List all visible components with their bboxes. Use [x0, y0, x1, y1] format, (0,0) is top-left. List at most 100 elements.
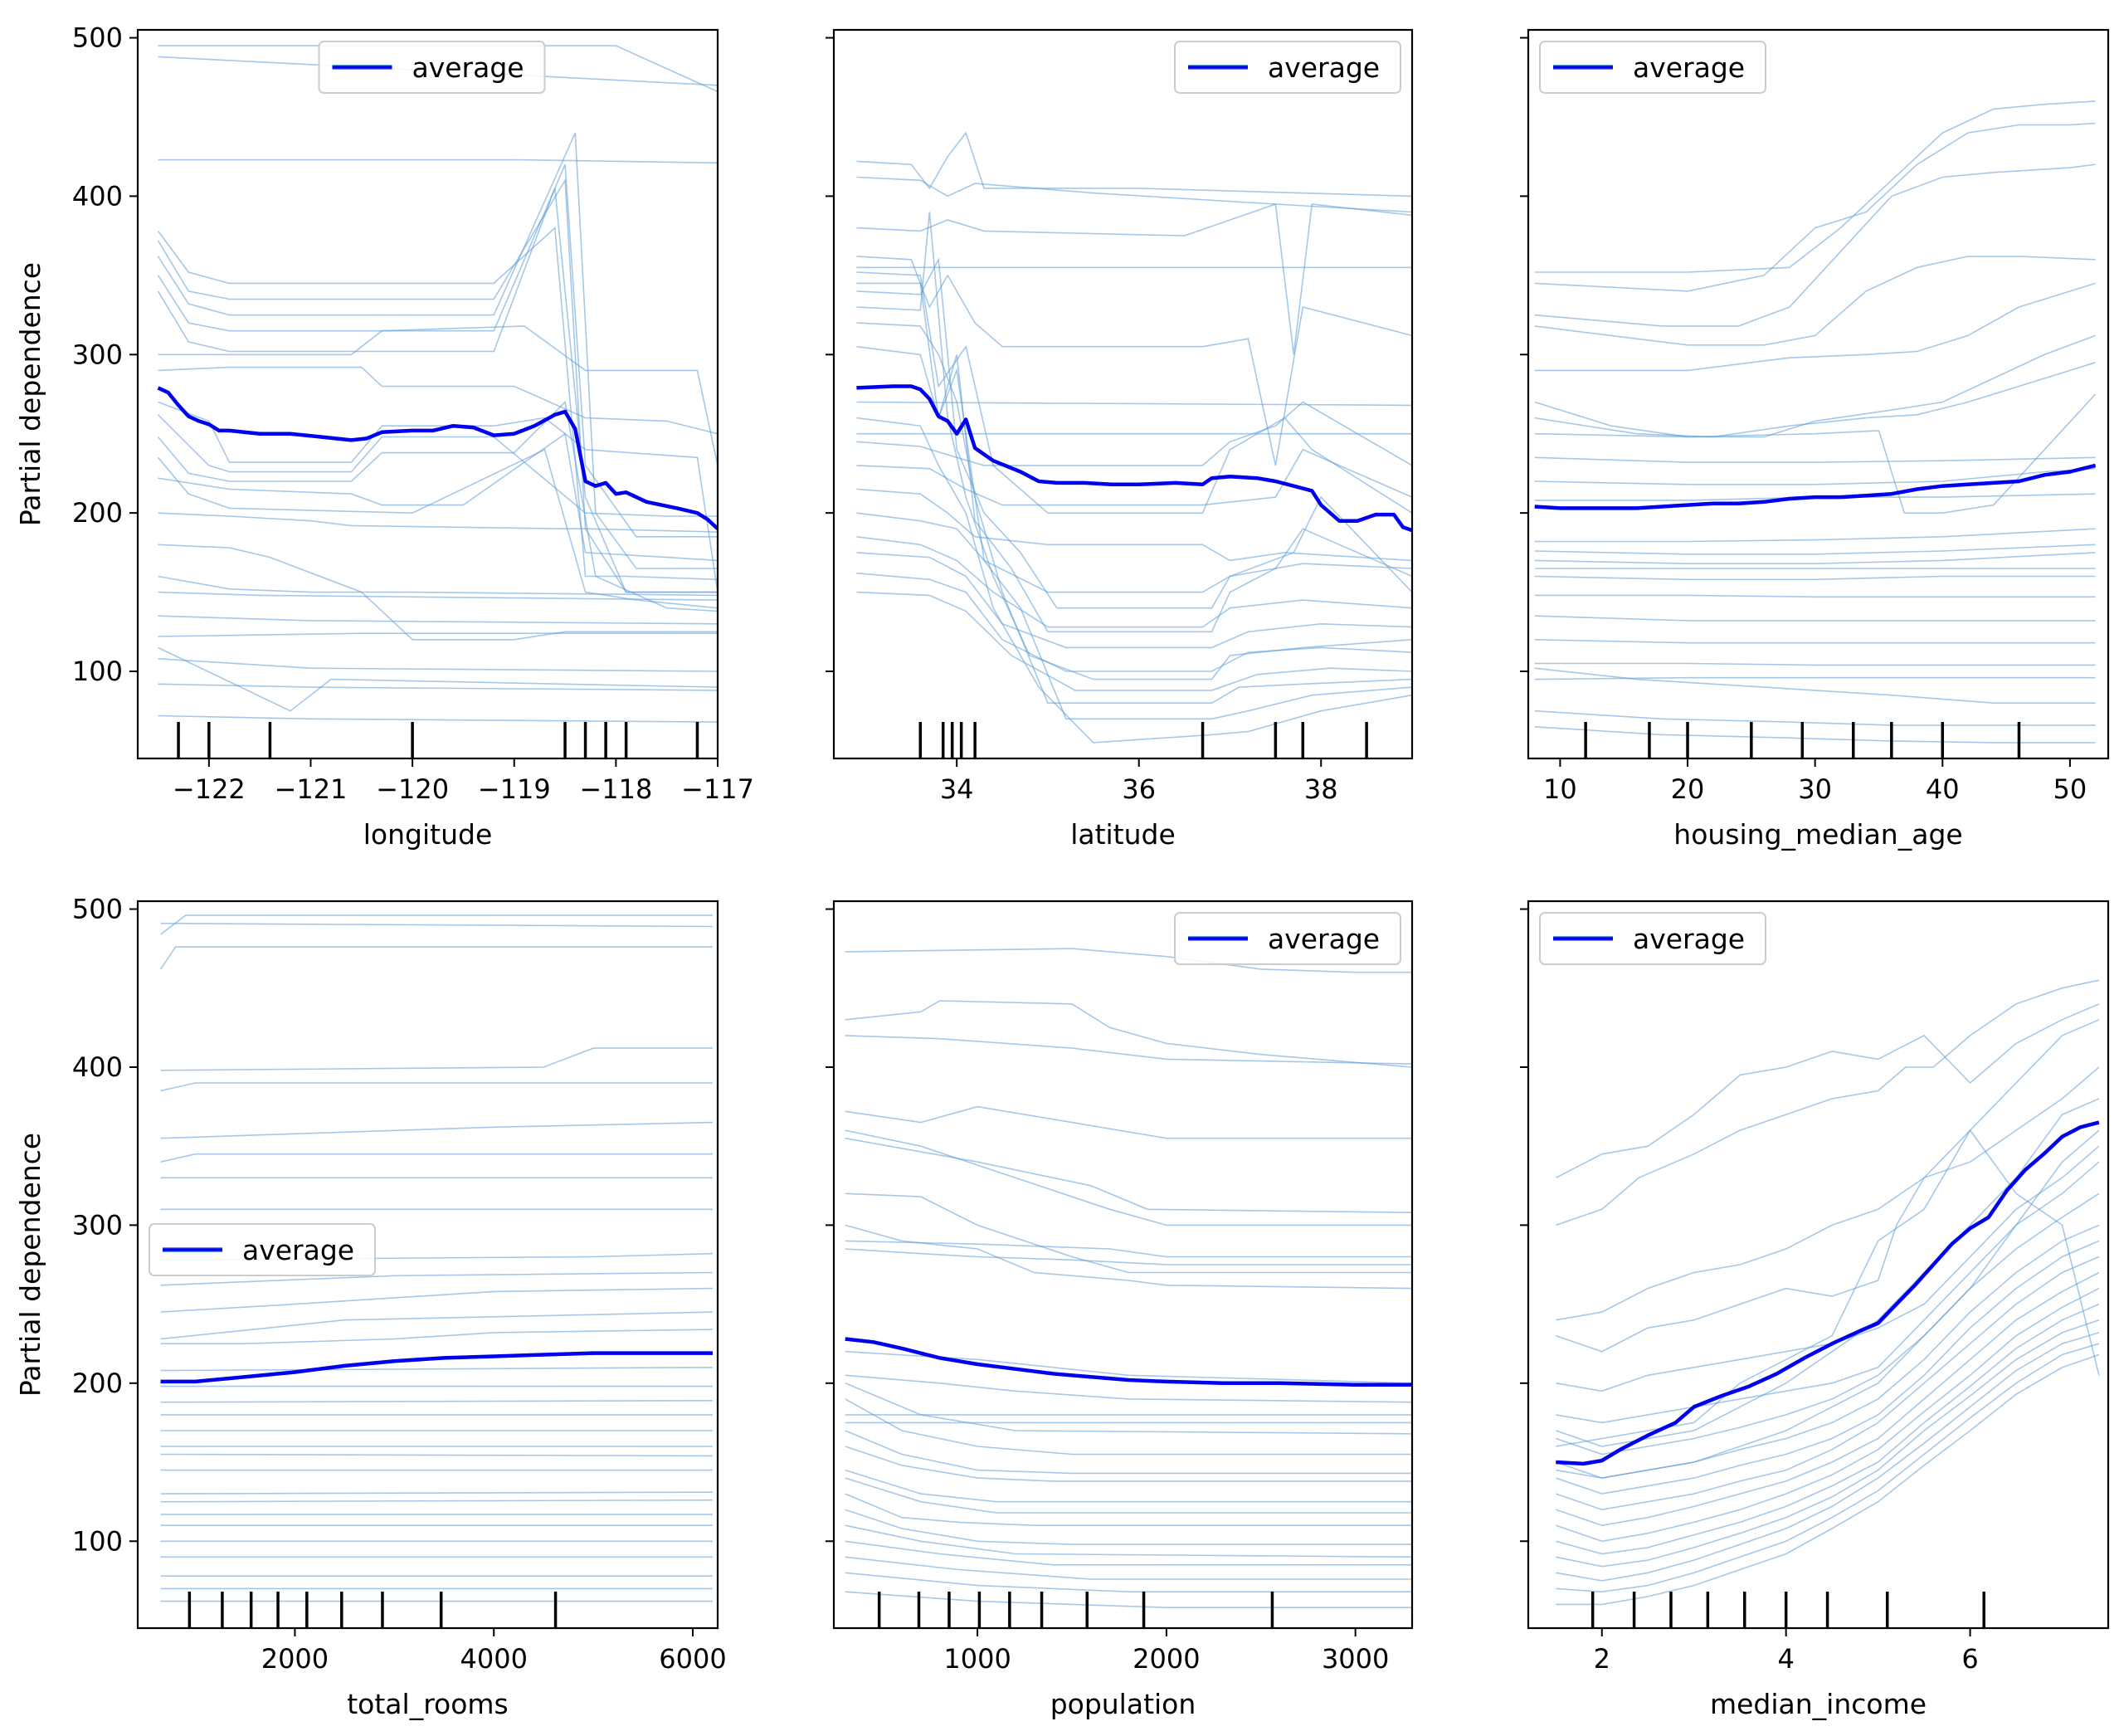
legend-box [149, 1223, 376, 1276]
x-axis-label: population [1050, 1688, 1196, 1720]
x-tick-label: 2000 [1133, 1643, 1200, 1675]
ice-curve [160, 1121, 714, 1139]
ice-curve [1534, 100, 2096, 273]
ice-curve [158, 591, 718, 601]
x-tick-label: 10 [1543, 773, 1577, 805]
ice-curve [160, 1082, 713, 1092]
ice-curve [845, 1556, 1412, 1580]
ice-curve [845, 1374, 1412, 1403]
legend: average [1174, 912, 1401, 965]
ice-curve [1556, 1287, 2100, 1543]
ice-curve [1534, 676, 2096, 680]
axes-frame [1527, 900, 2110, 1630]
ice-curve [1534, 528, 2096, 543]
ice-curve [845, 1477, 1412, 1514]
ice-curve [1534, 639, 2096, 644]
ice-curve [1556, 1019, 2100, 1353]
ice-curve [160, 1367, 714, 1372]
legend-label: average [242, 1234, 354, 1266]
y-tick-label: 200 [72, 497, 123, 529]
ice-curve [1534, 122, 2096, 292]
ice-curve [845, 1591, 1412, 1608]
x-tick-label: −122 [173, 773, 246, 805]
x-tick-label: 2 [1594, 1643, 1610, 1675]
ice-curve [160, 1311, 714, 1340]
axes-frame [832, 900, 1414, 1630]
x-tick-label: 2000 [261, 1643, 329, 1675]
ice-curve [1556, 1066, 2100, 1321]
ice-curve [157, 188, 718, 593]
ice-curve [158, 45, 718, 93]
axes-frame [832, 28, 1414, 760]
legend-box [1174, 912, 1401, 965]
ice-curve [856, 322, 1412, 705]
ice-curve [856, 512, 1412, 593]
y-tick-label: 500 [72, 22, 123, 54]
ice-curve [160, 1271, 714, 1286]
ice-curve [856, 176, 1412, 213]
ice-curve [856, 202, 1412, 355]
ice-curve [1556, 1240, 2100, 1495]
average-line [157, 386, 718, 530]
ice-curve [856, 131, 1412, 197]
legend: average [318, 41, 546, 94]
ice-curve [160, 922, 714, 928]
panel-total-rooms: 2000 4000 6000 100 200 300 400 500 total_rooms Pa… [14, 894, 727, 1720]
ice-curve [160, 1491, 714, 1495]
ice-curve [845, 1382, 1412, 1435]
x-tick-label: −119 [478, 773, 551, 805]
ice-curve [160, 1287, 714, 1313]
ice-curve [845, 1192, 1412, 1274]
ice-curve [845, 1105, 1412, 1139]
x-axis-label: latitude [1070, 818, 1176, 851]
axes-frame [136, 28, 719, 760]
ice-curve [158, 432, 718, 562]
ice-curve [856, 282, 1412, 633]
y-tick-label: 500 [72, 894, 123, 925]
ice-curve [1556, 1271, 2100, 1527]
y-tick-label: 100 [72, 656, 123, 687]
average-line [1534, 463, 2097, 510]
legend: average [1174, 41, 1401, 94]
ice-curve [1534, 467, 2096, 485]
ice-curve [845, 1540, 1412, 1566]
ice-curve [845, 1469, 1412, 1503]
axes-frame [136, 900, 719, 1630]
x-tick-label: 6 [1961, 1643, 1978, 1675]
ice-curve [845, 1248, 1412, 1265]
ice-curve [158, 325, 718, 466]
legend-label: average [1633, 51, 1745, 84]
ice-curve [158, 714, 718, 723]
ice-curve [158, 512, 718, 533]
ice-curve [157, 400, 718, 612]
ice-curve [845, 1224, 1412, 1290]
ice-curve [1534, 594, 2096, 598]
ice-curve [1556, 1332, 2100, 1582]
x-axis-label: total_rooms [347, 1688, 509, 1720]
ice-curve [856, 417, 1412, 744]
ice-curve [845, 1240, 1412, 1258]
legend-label: average [412, 51, 524, 84]
ice-curve [1556, 1129, 2100, 1447]
y-axis-label: Partial dependence [14, 262, 46, 526]
x-axis-label: median_income [1710, 1688, 1927, 1720]
ice-curve [845, 1430, 1412, 1475]
plot-area [845, 948, 1412, 1628]
ice-curve [856, 271, 1412, 514]
ice-curve [1555, 1003, 2100, 1179]
axes-frame [1527, 28, 2110, 760]
y-tick-label: 400 [72, 1051, 123, 1083]
ice-curve [160, 1499, 714, 1503]
ice-curve [845, 1000, 1412, 1068]
ice-curve [845, 1524, 1412, 1558]
x-tick-label: −117 [681, 773, 754, 805]
ice-curve [158, 658, 718, 672]
average-line [160, 1351, 713, 1384]
ice-curve [856, 345, 1412, 720]
legend-box [1539, 41, 1766, 94]
ice-curve [845, 1572, 1412, 1592]
ice-curve [1534, 256, 2096, 346]
x-tick-label: 4 [1777, 1643, 1794, 1675]
x-tick-label: −120 [376, 773, 449, 805]
